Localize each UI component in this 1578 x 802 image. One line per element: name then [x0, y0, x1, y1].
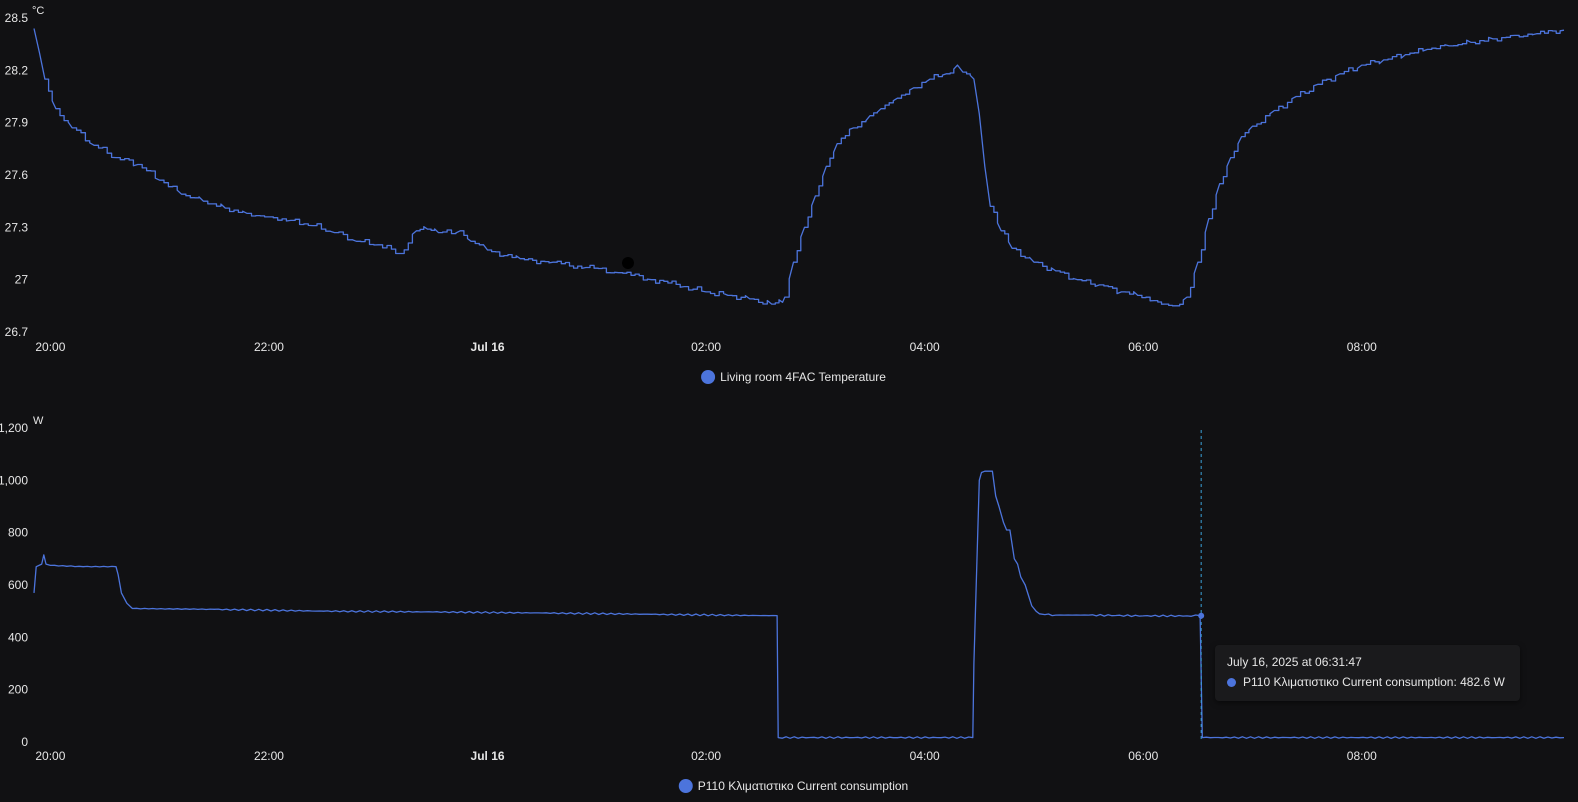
- x-tick-label: 02:00: [691, 340, 721, 354]
- series-line: [33, 470, 1565, 740]
- x-tick-label: 22:00: [254, 749, 284, 763]
- x-tick-label: 08:00: [1347, 749, 1377, 763]
- legend-item: P110 Κλιματιστικο Current consumption: [678, 779, 908, 793]
- hover-point: [1198, 612, 1205, 619]
- y-tick-label: 28.2: [5, 63, 29, 77]
- x-tick-label: Jul 16: [471, 340, 505, 354]
- y-tick-label: 800: [8, 526, 28, 540]
- x-tick-label: 08:00: [1347, 340, 1377, 354]
- y-axis-unit: W: [33, 415, 44, 427]
- x-tick-label: 06:00: [1128, 749, 1158, 763]
- y-axis-unit: °C: [32, 5, 44, 17]
- x-tick-label: 04:00: [910, 340, 940, 354]
- legend-dot: [701, 370, 716, 384]
- y-tick-label: 27.6: [5, 168, 29, 182]
- chart-panel-2: W 1,200 1,000 800 600 400 200 0 20:00 22:00 Jul 16…: [0, 415, 1565, 793]
- x-tick-label: 02:00: [691, 749, 721, 763]
- legend-item: Living room 4FAC Temperature: [701, 370, 886, 384]
- y-tick-label: 1,200: [0, 421, 28, 435]
- tooltip-value: P110 Κλιματιστικο Current consumption: 4…: [1243, 675, 1505, 689]
- y-tick-label: 400: [8, 630, 28, 644]
- y-tick-label: 28.5: [5, 11, 29, 25]
- x-tick-label: 22:00: [254, 340, 284, 354]
- y-tick-label: 0: [21, 735, 28, 749]
- chart-tooltip: July 16, 2025 at 06:31:47 P110 Κλιματιστ…: [1215, 645, 1520, 701]
- cursor-dot: [622, 257, 634, 269]
- x-tick-label: Jul 16: [471, 749, 505, 763]
- tooltip-series-dot: [1227, 677, 1236, 687]
- legend-dot: [678, 779, 693, 793]
- y-tick-label: 600: [8, 578, 28, 592]
- series-line: [33, 28, 1565, 307]
- x-tick-label: 20:00: [35, 749, 65, 763]
- y-tick-label: 27.9: [5, 116, 29, 130]
- y-tick-label: 1,000: [0, 473, 28, 487]
- legend-label: P110 Κλιματιστικο Current consumption: [698, 779, 908, 793]
- y-tick-label: 200: [8, 683, 28, 697]
- chart-panel-1: °C28.5 28.2 27.9 27.6 27.3 27 26.7 20:00 22:00 Ju…: [5, 5, 1565, 384]
- y-tick-label: 26.7: [5, 325, 29, 339]
- y-tick-label: 27.3: [5, 220, 29, 234]
- y-tick-label: 27: [15, 273, 29, 287]
- legend-label: Living room 4FAC Temperature: [720, 370, 886, 384]
- x-tick-label: 20:00: [35, 340, 65, 354]
- tooltip-row: P110 Κλιματιστικο Current consumption: 4…: [1227, 675, 1508, 689]
- x-tick-label: 06:00: [1128, 340, 1158, 354]
- tooltip-title: July 16, 2025 at 06:31:47: [1227, 655, 1362, 669]
- x-tick-label: 04:00: [910, 749, 940, 763]
